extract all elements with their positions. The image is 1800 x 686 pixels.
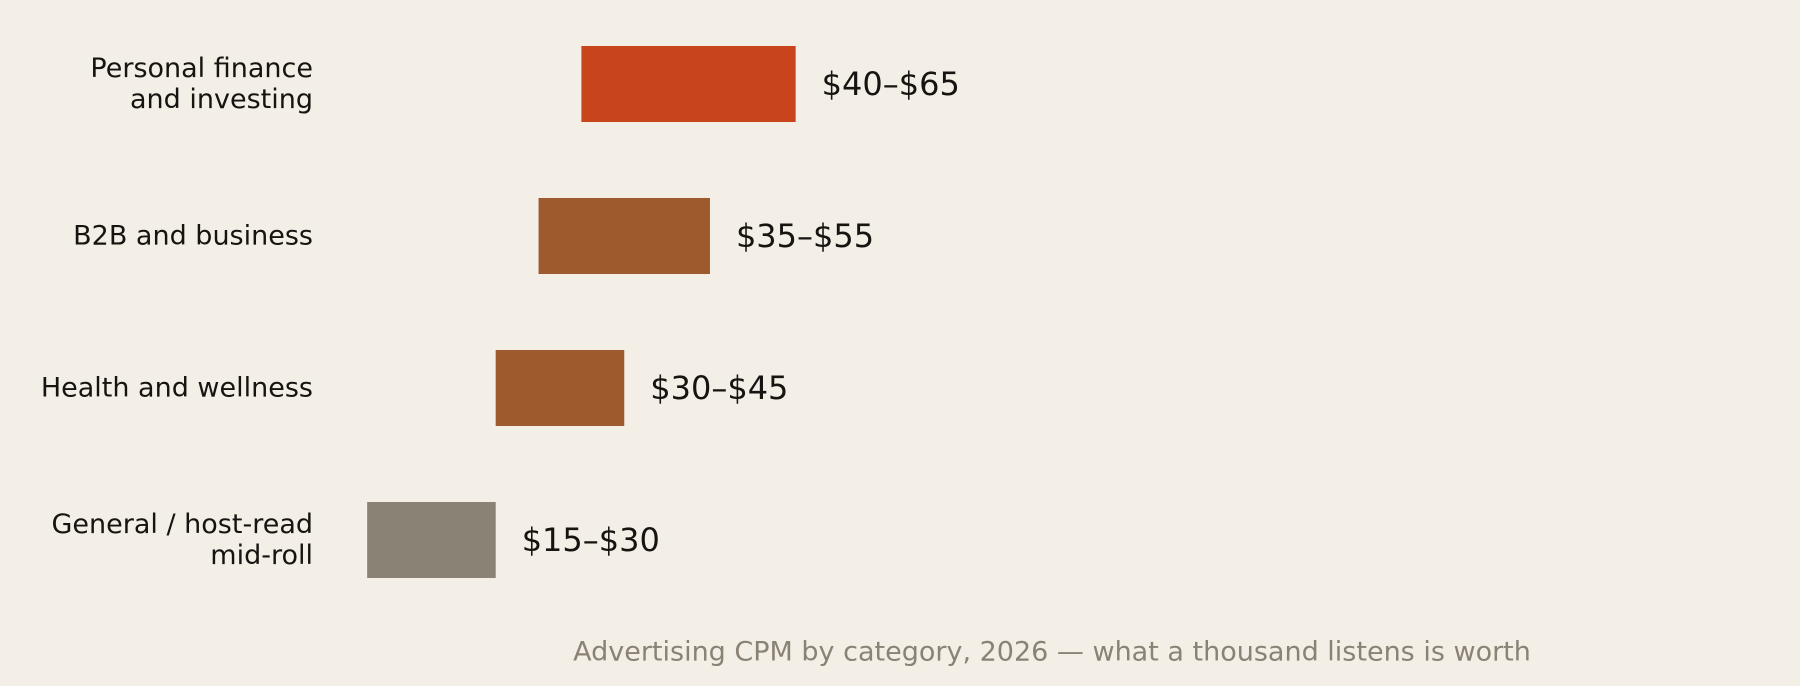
range-bar	[367, 502, 496, 578]
value-label: $30–$45	[650, 369, 788, 407]
range-bar	[581, 46, 796, 122]
range-bar	[538, 198, 710, 274]
chart-caption: Advertising CPM by category, 2026 — what…	[573, 637, 1531, 668]
range-bar	[495, 350, 625, 426]
value-label: $15–$30	[522, 521, 660, 559]
category-label: General / host-read	[52, 509, 314, 540]
category-label: Personal finance	[90, 53, 313, 84]
value-label: $40–$65	[822, 65, 960, 103]
category-label: and investing	[130, 84, 313, 115]
category-label: Health and wellness	[41, 373, 313, 404]
value-label: $35–$55	[736, 217, 874, 255]
category-label: mid-roll	[210, 540, 313, 571]
category-label: B2B and business	[73, 221, 313, 252]
